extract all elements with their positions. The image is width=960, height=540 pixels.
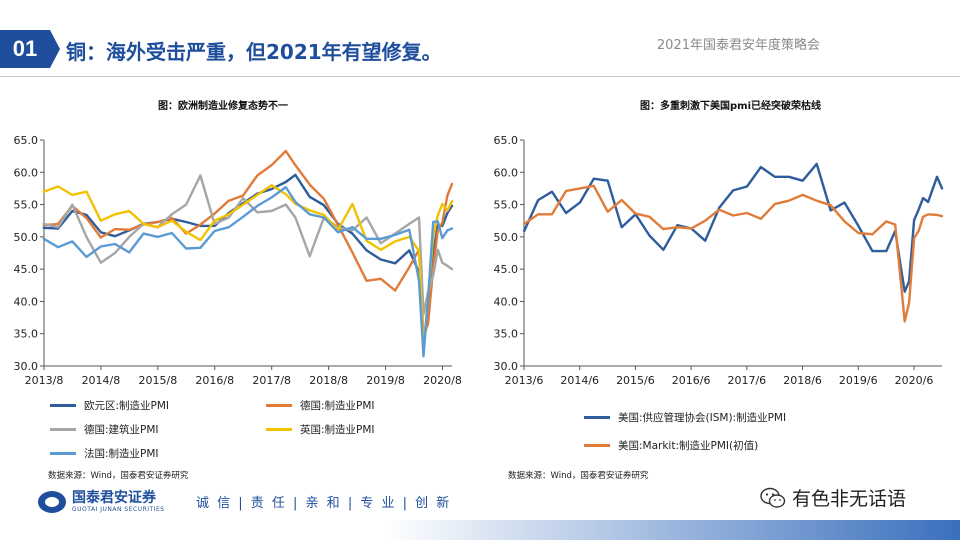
x-tick-label: 2020/8	[423, 374, 462, 387]
legend-swatch	[266, 404, 292, 407]
y-tick-label: 35.0	[494, 328, 519, 341]
x-tick-label: 2018/8	[309, 374, 348, 387]
logo-icon	[38, 490, 66, 513]
legend-label: 美国:Markit:制造业PMI(初值)	[618, 440, 759, 452]
watermark-text: 有色非无话语	[792, 488, 907, 510]
chart-1-source: 数据来源：Wind，国泰君安证券研究	[48, 471, 189, 481]
x-tick-label: 2016/8	[195, 374, 234, 387]
x-tick-label: 2014/8	[82, 374, 121, 387]
y-tick-label: 40.0	[494, 295, 519, 308]
series-line-2	[523, 184, 944, 323]
series-line-4	[42, 183, 454, 351]
y-tick-label: 50.0	[494, 231, 519, 244]
page-title: 铜：海外受击严重，但2021年有望修复。	[66, 40, 442, 64]
company-logo: 国泰君安证券 GUOTAI JUNAN SECURITIES	[38, 490, 165, 513]
legend-label: 欧元区:制造业PMI	[84, 400, 170, 412]
logo-text-en: GUOTAI JUNAN SECURITIES	[72, 506, 165, 513]
logo-text-cn: 国泰君安证券	[72, 490, 156, 506]
legend-swatch	[584, 444, 610, 447]
series-line-3	[42, 174, 454, 316]
footer-strip	[0, 520, 960, 540]
legend-swatch	[50, 428, 76, 431]
header-divider	[0, 76, 960, 77]
x-tick-label: 2015/6	[616, 374, 655, 387]
y-tick-label: 45.0	[14, 263, 39, 276]
chart-2-title: 图：多重刺激下美国pmi已经突破荣枯线	[640, 101, 822, 112]
x-tick-label: 2018/6	[783, 374, 822, 387]
chart-1-legend-item: 英国:制造业PMI	[266, 422, 375, 437]
x-tick-label: 2013/6	[505, 374, 544, 387]
watermark: 有色非无话语	[760, 484, 906, 511]
section-number-badge: 01	[0, 30, 50, 68]
x-tick-label: 2020/6	[895, 374, 934, 387]
y-tick-label: 40.0	[14, 295, 39, 308]
event-title: 2021年国泰君安年度策略会	[656, 38, 820, 53]
legend-label: 英国:制造业PMI	[300, 424, 375, 436]
legend-label: 德国:建筑业PMI	[84, 424, 159, 436]
legend-swatch	[50, 452, 76, 455]
legend-label: 法国:制造业PMI	[84, 448, 159, 460]
chart-2-source: 数据来源：Wind，国泰君安证券研究	[508, 471, 649, 481]
chart-1-legend-item: 欧元区:制造业PMI	[50, 398, 169, 413]
chart-1-title: 图：欧洲制造业修复态势不一	[158, 101, 288, 112]
badge-arrow-icon	[50, 30, 60, 68]
x-tick-label: 2015/8	[139, 374, 178, 387]
chart-1-legend-item: 德国:制造业PMI	[266, 398, 375, 413]
y-tick-label: 60.0	[14, 166, 39, 179]
y-tick-label: 50.0	[14, 231, 39, 244]
chart-2-legend-item: 美国:供应管理协会(ISM):制造业PMI	[584, 410, 786, 425]
y-tick-label: 65.0	[14, 134, 39, 147]
series-line-1	[523, 162, 944, 293]
y-tick-label: 60.0	[494, 166, 519, 179]
x-tick-label: 2016/6	[672, 374, 711, 387]
x-tick-label: 2017/8	[252, 374, 291, 387]
x-tick-label: 2019/8	[366, 374, 405, 387]
x-tick-label: 2014/6	[560, 374, 599, 387]
y-tick-label: 55.0	[14, 199, 39, 212]
wechat-icon	[760, 487, 786, 508]
y-tick-label: 45.0	[494, 263, 519, 276]
y-tick-label: 35.0	[14, 328, 39, 341]
chart-1-legend-item: 法国:制造业PMI	[50, 446, 159, 461]
legend-swatch	[584, 416, 610, 419]
y-tick-label: 30.0	[14, 360, 39, 373]
company-slogan: 诚 信 | 责 任 | 亲 和 | 专 业 | 创 新	[196, 496, 452, 511]
legend-label: 美国:供应管理协会(ISM):制造业PMI	[618, 412, 787, 424]
y-tick-label: 55.0	[494, 199, 519, 212]
legend-label: 德国:制造业PMI	[300, 400, 375, 412]
chart-2-legend-item: 美国:Markit:制造业PMI(初值)	[584, 438, 758, 453]
x-tick-label: 2019/6	[839, 374, 878, 387]
y-tick-label: 30.0	[494, 360, 519, 373]
y-tick-label: 65.0	[494, 134, 519, 147]
chart-1-legend-item: 德国:建筑业PMI	[50, 422, 159, 437]
x-tick-label: 2013/8	[25, 374, 64, 387]
legend-swatch	[266, 428, 292, 431]
section-number: 01	[12, 36, 38, 61]
x-tick-label: 2017/6	[727, 374, 766, 387]
series-line-5	[42, 185, 454, 358]
legend-swatch	[50, 404, 76, 407]
